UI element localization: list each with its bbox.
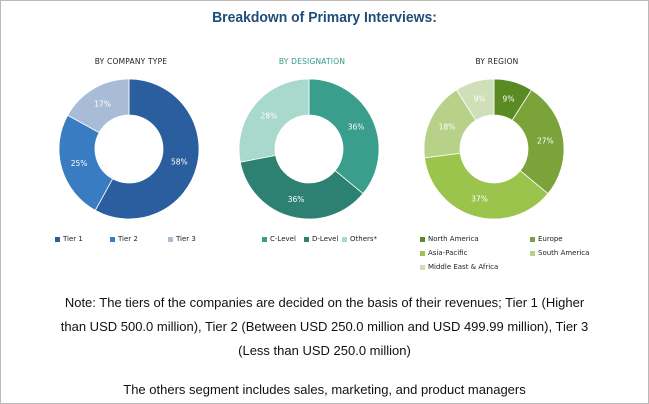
legend-item: North America — [420, 235, 479, 243]
legend-item: Middle East & Africa — [420, 263, 498, 271]
value-label: 37% — [471, 194, 488, 203]
designation-title: BY DESIGNATION — [278, 57, 346, 66]
value-label: 17% — [94, 100, 111, 109]
slice-middle-east-africa — [455, 78, 495, 121]
legend-label: Middle East & Africa — [428, 263, 499, 271]
value-label: 18% — [439, 122, 456, 131]
note-line-2: than USD 500.0 million), Tier 2 (Between… — [60, 319, 589, 334]
note-line-3: (Less than USD 250.0 million) — [238, 343, 411, 358]
legend-swatch — [110, 236, 115, 242]
legend-item: D-Level — [304, 235, 338, 243]
value-label: 9% — [474, 95, 486, 104]
company-type-donut: 58% 25% 17% — [58, 78, 200, 220]
designation-donut: 36% 36% 28% — [238, 78, 380, 220]
slice-c-level — [308, 78, 380, 195]
legend-swatch — [420, 264, 425, 270]
slice-europe — [511, 89, 565, 195]
legend-label: Tier 3 — [176, 235, 196, 243]
legend-item: Tier 3 — [168, 235, 196, 243]
legend-label: Europe — [538, 235, 563, 243]
legend-label: Asia-Pacific — [428, 249, 468, 257]
legend-label: C-Level — [270, 235, 296, 243]
value-label: 28% — [261, 111, 278, 120]
note-line-1: Note: The tiers of the companies are dec… — [64, 295, 585, 310]
region-donut: 9% 27% 37% 18% 9% — [423, 78, 565, 220]
legend-item: Tier 2 — [110, 235, 138, 243]
region-title: BY REGION — [475, 57, 519, 66]
legend-swatch — [168, 236, 173, 242]
legend-label: D-Level — [312, 235, 339, 243]
figure-title: Breakdown of Primary Interviews: — [212, 9, 437, 26]
slice-tier-3 — [67, 78, 130, 134]
legend-item: Others* — [342, 235, 377, 243]
legend-swatch — [420, 236, 425, 242]
legend-item: Europe — [530, 235, 563, 243]
value-label: 36% — [288, 195, 305, 204]
slice-d-level — [239, 154, 364, 220]
slice-others- — [238, 78, 310, 163]
legend-label: Tier 1 — [63, 235, 83, 243]
slice-tier-2 — [58, 114, 114, 211]
legend-swatch — [262, 236, 267, 242]
legend-label: Tier 2 — [118, 235, 138, 243]
legend-label: North America — [428, 235, 479, 243]
legend-swatch — [342, 236, 347, 242]
value-label: 25% — [71, 159, 88, 168]
legend-swatch — [530, 250, 535, 256]
footnote: The others segment includes sales, marke… — [123, 382, 526, 397]
legend-item: South America — [530, 249, 589, 257]
legend-label: Others* — [350, 235, 378, 243]
value-label: 27% — [537, 136, 554, 145]
legend-swatch — [55, 236, 60, 242]
legend-swatch — [530, 236, 535, 242]
legend-swatch — [304, 236, 309, 242]
slice-tier-1 — [94, 78, 200, 220]
company-type-title: BY COMPANY TYPE — [94, 57, 168, 66]
legend-label: South America — [538, 249, 590, 257]
value-label: 36% — [348, 122, 365, 131]
legend-item: C-Level — [262, 235, 296, 243]
legend-item: Asia-Pacific — [420, 249, 467, 257]
value-label: 9% — [503, 95, 515, 104]
slice-asia-pacific — [424, 152, 549, 220]
value-label: 58% — [171, 157, 188, 166]
legend-item: Tier 1 — [55, 235, 83, 243]
legend-swatch — [420, 250, 425, 256]
